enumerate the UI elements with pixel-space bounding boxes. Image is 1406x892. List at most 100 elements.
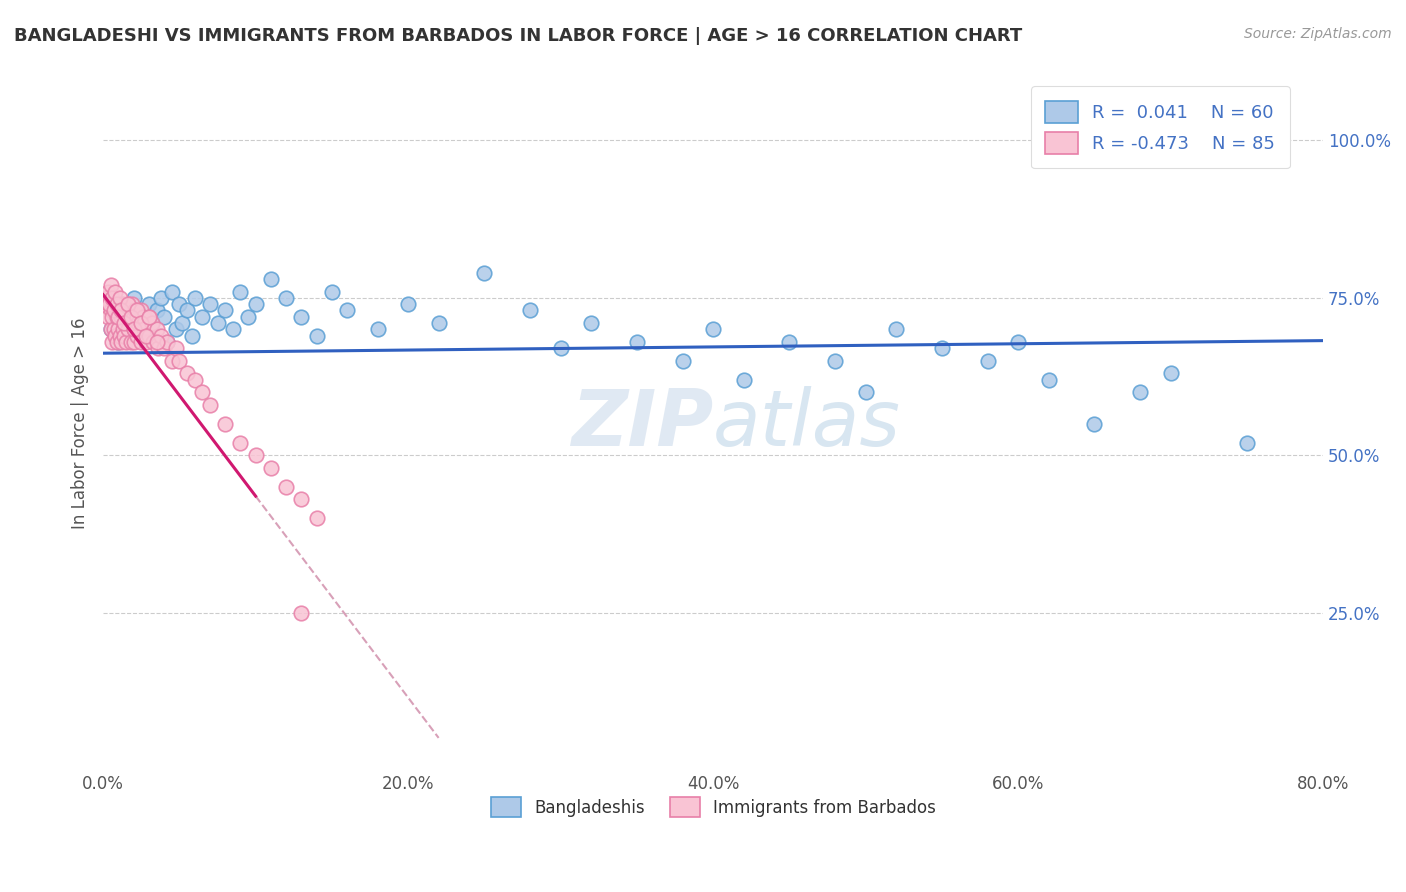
Point (146, 341, 169, 355)
Point (150, 291, 173, 305)
Point (321, 285, 343, 299)
Point (114, 303, 136, 318)
Point (165, 322, 187, 336)
Point (103, 297, 125, 311)
Point (120, 303, 142, 318)
Point (135, 322, 157, 336)
Point (1083, 417, 1105, 431)
Point (132, 310, 155, 324)
Point (138, 310, 160, 324)
Text: ZIP: ZIP (571, 385, 713, 462)
Point (105, 297, 128, 311)
Point (121, 297, 143, 311)
Point (626, 334, 648, 349)
Point (138, 328, 160, 343)
Point (129, 310, 152, 324)
Point (111, 322, 134, 336)
Point (110, 334, 132, 349)
Point (105, 334, 128, 349)
Point (180, 328, 202, 343)
Point (672, 353, 695, 368)
Point (976, 353, 998, 368)
Point (96, 291, 118, 305)
Point (176, 367, 198, 381)
Point (1038, 373, 1060, 387)
Point (101, 334, 124, 349)
Point (127, 316, 149, 330)
Point (114, 316, 136, 330)
Point (198, 297, 221, 311)
Point (107, 297, 129, 311)
Point (125, 303, 148, 318)
Point (276, 480, 298, 494)
Point (97, 285, 120, 299)
Point (183, 373, 205, 387)
Point (122, 334, 145, 349)
Point (153, 341, 176, 355)
Point (120, 310, 142, 324)
Point (222, 322, 245, 336)
Point (104, 285, 127, 299)
Point (245, 297, 267, 311)
Point (156, 334, 179, 349)
Point (198, 398, 221, 412)
Point (884, 322, 907, 336)
Point (260, 460, 283, 475)
Point (855, 385, 877, 400)
Point (305, 328, 328, 343)
Point (191, 310, 214, 324)
Point (290, 492, 312, 507)
Point (141, 316, 163, 330)
Point (165, 341, 187, 355)
Text: BANGLADESHI VS IMMIGRANTS FROM BARBADOS IN LABOR FORCE | AGE > 16 CORRELATION CH: BANGLADESHI VS IMMIGRANTS FROM BARBADOS … (14, 27, 1022, 45)
Point (290, 606, 312, 620)
Point (702, 322, 724, 336)
Point (142, 334, 165, 349)
Point (519, 303, 541, 318)
Point (153, 310, 176, 324)
Point (110, 303, 132, 318)
Point (97, 310, 120, 324)
Point (129, 334, 152, 349)
Point (101, 291, 124, 305)
Point (145, 322, 167, 336)
Point (125, 310, 148, 324)
Point (122, 322, 145, 336)
Point (145, 334, 167, 349)
Point (367, 322, 389, 336)
Point (104, 328, 127, 343)
Point (108, 303, 131, 318)
Point (172, 316, 194, 330)
Point (550, 341, 572, 355)
Point (98, 297, 121, 311)
Point (107, 310, 129, 324)
Point (778, 334, 800, 349)
Point (120, 310, 142, 324)
Point (824, 353, 846, 368)
Point (229, 435, 252, 450)
Point (290, 310, 312, 324)
Point (305, 511, 328, 525)
Point (114, 328, 136, 343)
Text: Source: ZipAtlas.com: Source: ZipAtlas.com (1244, 27, 1392, 41)
Point (104, 303, 127, 318)
Point (336, 303, 359, 318)
Point (105, 310, 128, 324)
Point (135, 334, 157, 349)
Point (145, 303, 167, 318)
Point (214, 303, 236, 318)
Point (1007, 334, 1029, 349)
Point (120, 334, 142, 349)
Point (245, 448, 267, 462)
Point (474, 266, 496, 280)
Point (427, 316, 450, 330)
Point (156, 334, 179, 349)
Point (115, 316, 138, 330)
Point (108, 291, 131, 305)
Point (100, 303, 122, 318)
Point (103, 303, 125, 318)
Point (1129, 385, 1152, 400)
Point (579, 316, 602, 330)
Point (103, 322, 125, 336)
Point (115, 310, 138, 324)
